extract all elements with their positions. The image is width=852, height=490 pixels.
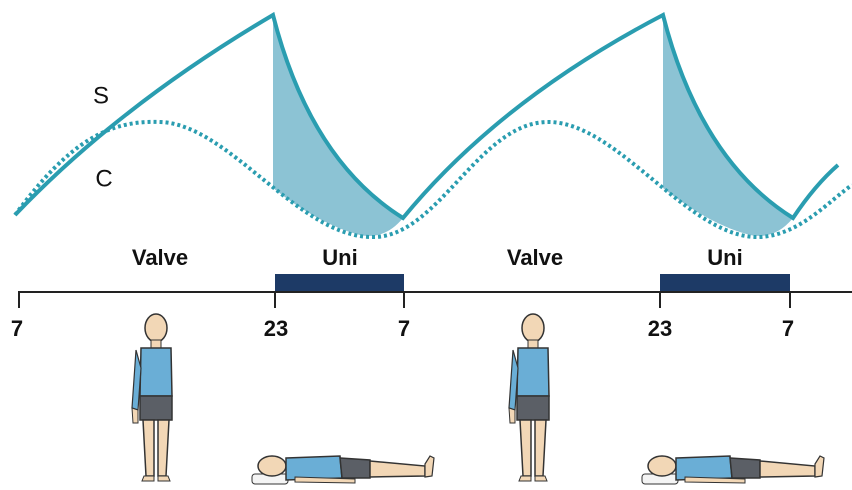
shading	[273, 15, 793, 236]
lying-person	[641, 455, 825, 485]
phase-label: Uni	[707, 245, 742, 270]
s-label: S	[93, 82, 109, 109]
c-label: C	[95, 165, 112, 192]
timeline	[18, 291, 852, 308]
phase-label: Valve	[132, 245, 188, 270]
time-label: 7	[398, 316, 410, 341]
time-label: 23	[648, 316, 672, 341]
phase-label: Valve	[507, 245, 563, 270]
lying-person	[251, 455, 435, 485]
standing-person	[131, 313, 173, 482]
time-label: 7	[782, 316, 794, 341]
sleep-bar	[275, 274, 404, 292]
time-label: 23	[264, 316, 288, 341]
s-curve	[13, 11, 840, 221]
standing-person	[508, 313, 550, 482]
time-label: 7	[11, 316, 23, 341]
sleep-bar	[660, 274, 790, 292]
phase-label: Uni	[322, 245, 357, 270]
c-curve	[13, 119, 852, 240]
